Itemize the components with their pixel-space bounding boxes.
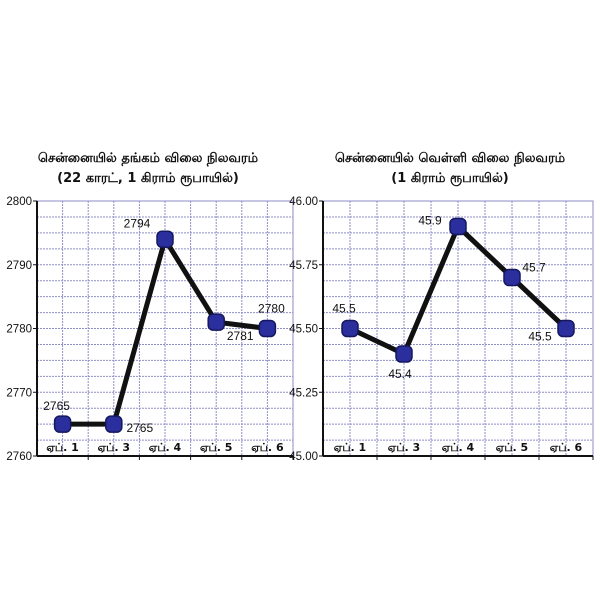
x-tick-label: ஏப். 3 — [98, 441, 130, 454]
data-point-marker — [258, 319, 277, 338]
y-tick-label: 2780 — [6, 324, 32, 336]
y-tick-label: 46.00 — [289, 196, 318, 208]
gold-chart-subtitle: (22 காரட், 1 கிராம் ரூபாயில்) — [57, 171, 239, 186]
x-tick-label: ஏப். 6 — [550, 441, 583, 454]
data-point-marker — [341, 319, 359, 338]
data-label: 45.7 — [522, 261, 546, 275]
grid — [37, 201, 293, 456]
data-label: 45.9 — [418, 214, 442, 228]
silver-chart-title: சென்னையில் வெள்ளி விலை நிலவரம் — [335, 151, 566, 166]
y-tick-label: 45.00 — [289, 451, 318, 463]
data-point-marker — [105, 415, 123, 433]
data-point-marker — [156, 230, 174, 248]
data-point-marker — [395, 345, 413, 363]
data-label: 45.5 — [528, 330, 552, 344]
data-label: 2781 — [227, 329, 254, 343]
data-point-marker — [53, 415, 72, 433]
data-label: 45.5 — [332, 302, 356, 316]
data-point-marker — [207, 313, 225, 331]
grid — [323, 201, 593, 456]
y-tick-label: 45.25 — [289, 387, 318, 399]
y-tick-label: 2790 — [6, 260, 32, 272]
data-label: 2765 — [126, 421, 153, 435]
y-tick-label: 45.50 — [289, 324, 318, 336]
y-tick-label: 45.75 — [289, 260, 318, 272]
data-point-marker — [557, 319, 575, 338]
x-tick-label: ஏப். 6 — [251, 441, 284, 454]
gold-chart-title: சென்னையில் தங்கம் விலை நிலவரம் — [38, 151, 259, 166]
data-point-marker — [503, 268, 521, 287]
x-tick-label: ஏப். 5 — [200, 441, 232, 454]
x-tick-label: ஏப். 3 — [388, 441, 420, 454]
x-tick-label: ஏப். 1 — [334, 441, 366, 454]
silver-chart-subtitle: (1 கிராம் ரூபாயில்) — [391, 171, 508, 186]
silver-price-chart: 45.00 45.25 45.50 45.75 46.00 ஏப். 1 ஏப். 3 ஏப்… — [289, 196, 594, 463]
y-tick-label: 2770 — [6, 387, 32, 399]
x-tick-label: ஏப். 4 — [442, 441, 475, 454]
x-tick-label: ஏப். 4 — [149, 441, 182, 454]
data-label: 45.4 — [388, 367, 412, 381]
y-tick-label: 2800 — [6, 196, 32, 208]
data-point-marker — [449, 217, 467, 236]
data-label: 2765 — [43, 399, 70, 413]
y-tick-label: 2760 — [6, 451, 32, 463]
data-label: 2794 — [124, 216, 151, 230]
data-label: 2780 — [258, 302, 285, 316]
gold-price-chart: 2760 2770 2780 2790 2800 ஏப். 1 ஏப். 3 ஏப். 4 ஏப… — [6, 196, 294, 463]
x-tick-label: ஏப். 5 — [496, 441, 528, 454]
x-tick-label: ஏப். 1 — [46, 441, 78, 454]
